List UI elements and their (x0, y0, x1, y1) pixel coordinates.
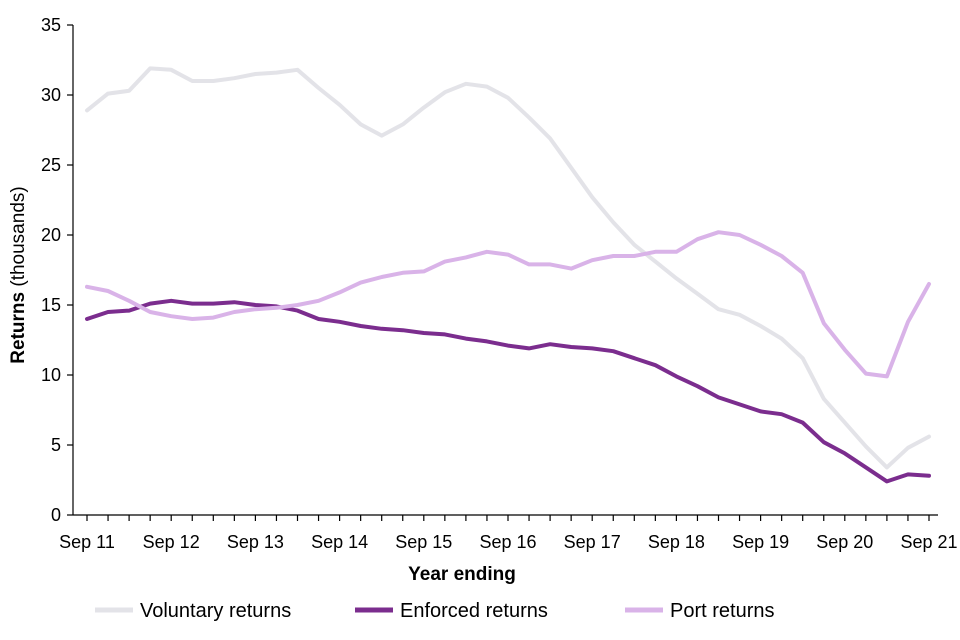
y-tick-label: 0 (51, 505, 61, 525)
y-tick-label: 25 (41, 155, 61, 175)
x-tick-label: Sep 12 (143, 532, 200, 552)
legend-label: Port returns (670, 600, 774, 622)
y-tick-label: 5 (51, 435, 61, 455)
y-tick-label: 30 (41, 85, 61, 105)
y-tick-label: 15 (41, 295, 61, 315)
x-tick-label: Sep 17 (564, 532, 621, 552)
series-lines (85, 66, 931, 484)
series-line-enforced-returns (85, 298, 931, 484)
x-tick-label: Sep 14 (311, 532, 368, 552)
x-tick-label: Sep 21 (900, 532, 957, 552)
y-axis-title: Returns (thousands) (8, 186, 29, 363)
legend: Voluntary returns Enforced returns Port re… (95, 600, 774, 622)
legend-label: Enforced returns (400, 600, 548, 622)
x-axis-ticks: Sep 11 Sep 12 Sep 13 Sep 14 Sep 15 Sep 16 Sep … (59, 515, 958, 552)
x-tick-label: Sep 16 (479, 532, 536, 552)
y-axis-title-rest: (thousands) (8, 186, 29, 292)
x-axis-title: Year ending (408, 564, 516, 585)
y-axis-ticks: 0 5 10 15 20 25 30 35 (41, 15, 73, 525)
legend-label: Voluntary returns (140, 600, 291, 622)
y-tick-label: 35 (41, 15, 61, 35)
x-tick-label: Sep 11 (59, 532, 115, 552)
series-line-port-returns (85, 230, 931, 379)
x-tick-label: Sep 15 (395, 532, 452, 552)
y-axis-title-bold: Returns (8, 292, 29, 364)
x-tick-label: Sep 20 (816, 532, 873, 552)
x-tick-label: Sep 19 (732, 532, 789, 552)
x-tick-label: Sep 13 (227, 532, 284, 552)
y-tick-label: 10 (41, 365, 61, 385)
y-tick-label: 20 (41, 225, 61, 245)
x-tick-label: Sep 18 (648, 532, 705, 552)
series-line-voluntary-returns (85, 66, 931, 470)
